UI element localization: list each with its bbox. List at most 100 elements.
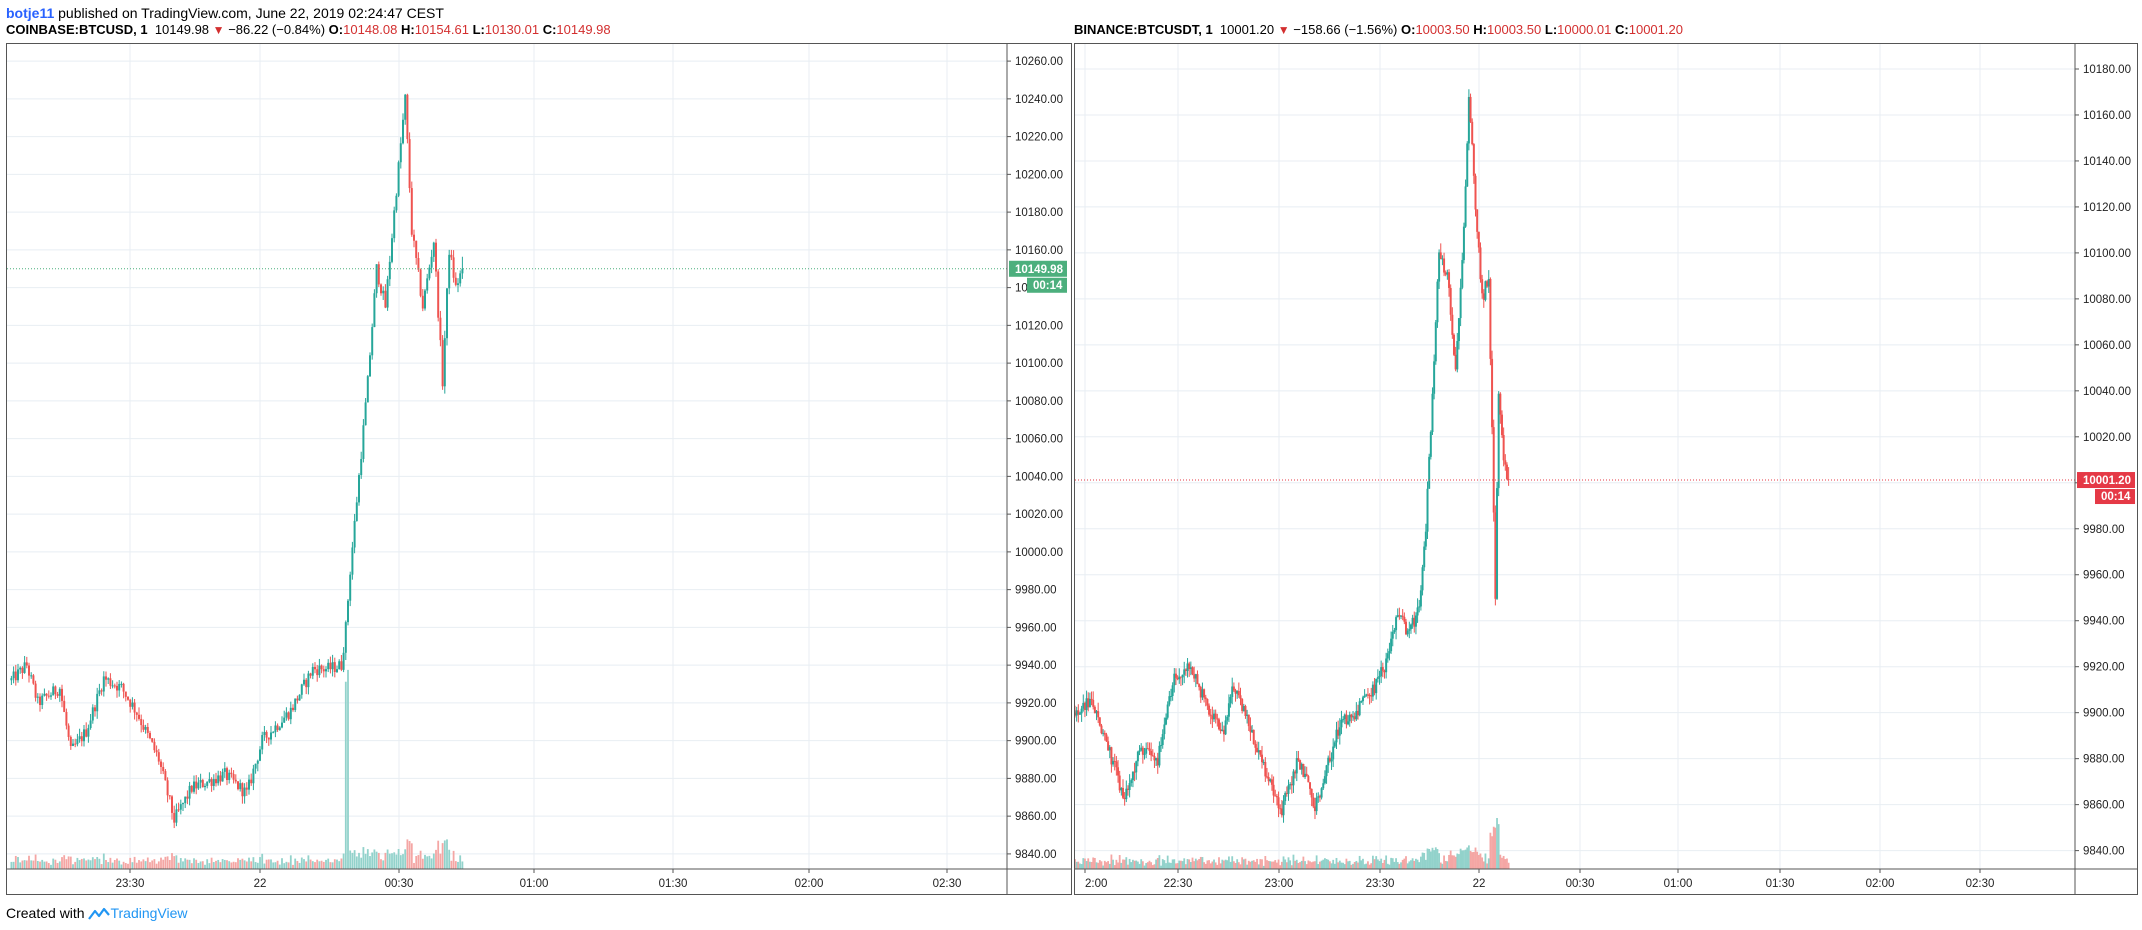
candle-body (1140, 747, 1143, 751)
candle-body (234, 779, 237, 782)
left-candlestick-chart[interactable]: 10260.00 10240.00 10220.00 10200.00 10180.00… (7, 44, 1071, 894)
volume-bar (1135, 860, 1138, 869)
volume-bar (415, 856, 418, 869)
volume-bar (413, 862, 415, 869)
volume-bar (329, 862, 332, 869)
volume-bar (373, 849, 376, 869)
volume-bar (41, 859, 44, 869)
candle-body (206, 781, 209, 786)
y-axis[interactable]: 10180.00 10160.00 10140.00 10120.00 10100.00… (2075, 64, 2131, 858)
x-tick-label: 01:30 (1766, 878, 1795, 890)
candle-body (250, 779, 253, 784)
candle-body (1265, 776, 1268, 778)
candle-body (1118, 775, 1121, 791)
candle-body (454, 277, 457, 285)
x-tick-label: 23:30 (1366, 878, 1395, 890)
volume-bar (1191, 857, 1194, 869)
volume-bar (186, 859, 189, 869)
candle-body (331, 662, 334, 670)
volume-bar (1274, 860, 1277, 869)
y-tick-label: 9920.00 (1015, 698, 1057, 710)
volume-bar (446, 839, 448, 869)
volume-bar (232, 861, 235, 869)
volume-bar (223, 859, 226, 869)
author-name[interactable]: botje11 (6, 5, 55, 21)
candle-body (366, 376, 369, 403)
volume-bar (1092, 857, 1095, 869)
right-candlestick-chart[interactable]: 10180.00 10160.00 10140.00 10120.00 10100.00… (1074, 44, 2137, 894)
candle-body (1469, 96, 1472, 122)
volume-bar (1175, 863, 1177, 869)
volume-bar (256, 862, 259, 869)
y-tick-label: 10240.00 (1015, 94, 1063, 106)
volume-bar (1108, 863, 1111, 869)
candle-body (124, 691, 127, 697)
volume-bar (325, 859, 327, 869)
volume-bar (1405, 856, 1407, 869)
x-axis[interactable]: 2:00 22:30 23:00 23:30 22 00:30 01:00 01:30 02:0… (1084, 869, 1994, 890)
volume-bar (1140, 859, 1143, 869)
volume-bar (382, 860, 385, 869)
x-axis[interactable]: 23:30 22 00:30 01:00 01:30 02:00 02:30 (116, 869, 962, 890)
candle-body (1198, 684, 1201, 688)
volume-bar (1213, 859, 1215, 869)
volume-bar (1103, 860, 1106, 869)
candle-body (1421, 567, 1424, 591)
y-axis[interactable]: 10260.00 10240.00 10220.00 10200.00 10180.00… (1007, 56, 1063, 861)
candle-body (1348, 714, 1351, 722)
candle-body (45, 693, 48, 696)
volume-bar (1123, 859, 1126, 869)
volume-bar (1494, 827, 1497, 869)
volume-bar (1433, 850, 1436, 869)
candle-body (1405, 621, 1407, 635)
volume-bar (384, 852, 387, 869)
volume-bar (166, 856, 169, 869)
volume-bar (1466, 847, 1469, 869)
candle-body (1219, 729, 1222, 732)
right-symbol[interactable]: BINANCE:BTCUSDT, 1 (1074, 22, 1213, 37)
volume-bar (1163, 860, 1166, 869)
candle-body (1313, 806, 1316, 812)
volume-bar (102, 853, 105, 869)
candle-body (371, 327, 374, 356)
volume-bar (1184, 864, 1187, 869)
candle-body (358, 475, 360, 503)
volume-bar (241, 858, 244, 869)
volume-bar (303, 859, 305, 869)
candle-body (151, 738, 154, 742)
volume-bar (30, 860, 33, 869)
footer-created-with: Created with (6, 905, 85, 921)
candle-body (1290, 784, 1293, 786)
volume-bar (1352, 863, 1354, 869)
candle-body (360, 458, 363, 476)
candle-body (1214, 713, 1217, 719)
right-chart-panel[interactable]: 10180.00 10160.00 10140.00 10120.00 10100.00… (1074, 43, 2138, 895)
candle-body (1184, 669, 1187, 672)
tradingview-brand[interactable]: TradingView (110, 905, 188, 921)
candle-body (399, 143, 402, 163)
candle-body (1270, 779, 1273, 785)
candle-body (430, 256, 433, 268)
candle-body (47, 695, 50, 697)
candle-body (1287, 785, 1290, 794)
candle-body (1211, 715, 1214, 720)
candle-body (135, 712, 138, 715)
left-symbol[interactable]: COINBASE:BTCUSD, 1 (6, 22, 148, 37)
volume-bar (204, 864, 206, 869)
candle-body (109, 678, 112, 686)
volume-bar (375, 851, 378, 869)
candle-body (54, 686, 57, 695)
volume-bar (272, 862, 275, 869)
volume-bar (320, 860, 323, 869)
volume-bar (1166, 855, 1169, 869)
y-tick-label: 10140.00 (2083, 156, 2131, 168)
volume-bar (1085, 861, 1088, 869)
candle-body (245, 787, 248, 790)
volume-bar (1448, 854, 1450, 869)
volume-bar (1254, 861, 1257, 869)
candle-body (1269, 779, 1272, 782)
volume-bar (1472, 851, 1475, 869)
volume-bar (395, 854, 398, 869)
left-chart-panel[interactable]: 10260.00 10240.00 10220.00 10200.00 10180.00… (6, 43, 1072, 895)
volume-bar (1242, 859, 1245, 869)
